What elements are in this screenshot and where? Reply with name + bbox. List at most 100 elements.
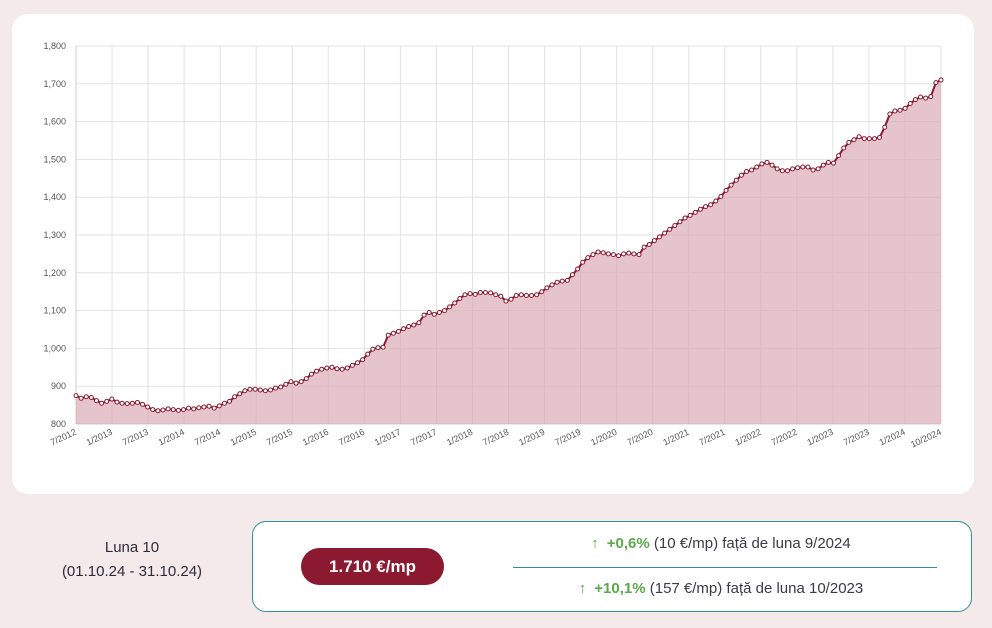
data-point	[431, 311, 437, 317]
data-point	[482, 289, 488, 295]
period-info: Luna 10 (01.10.24 - 31.10.24)	[52, 536, 212, 584]
data-point	[416, 320, 422, 326]
data-point	[564, 277, 570, 283]
data-point	[754, 164, 760, 170]
data-point	[779, 168, 785, 174]
data-point	[401, 326, 407, 332]
data-point	[585, 255, 591, 261]
data-point	[805, 164, 811, 170]
data-point	[846, 139, 852, 145]
y-tick-label: 900	[51, 381, 66, 391]
data-point	[211, 405, 217, 411]
data-point	[575, 266, 581, 272]
arrow-up-icon: ↑	[591, 535, 599, 552]
x-tick-label: 1/2016	[301, 427, 330, 448]
data-point	[447, 304, 453, 310]
data-point	[646, 241, 652, 247]
data-point	[744, 168, 750, 174]
y-tick-label: 1,400	[43, 192, 66, 202]
data-point	[907, 100, 913, 106]
period-label: Luna 10	[104, 539, 160, 556]
data-point	[897, 107, 903, 113]
data-point	[467, 291, 473, 297]
data-point	[155, 408, 161, 414]
data-point	[380, 344, 386, 350]
data-point	[518, 292, 524, 298]
x-tick-label: 1/2014	[157, 427, 186, 448]
x-tick-label: 7/2021	[697, 427, 726, 448]
data-point	[288, 379, 294, 385]
data-point	[134, 399, 140, 405]
data-point	[774, 166, 780, 172]
data-point	[242, 388, 248, 394]
data-point	[877, 134, 883, 140]
data-point	[687, 212, 693, 218]
data-point	[129, 400, 135, 406]
data-point	[825, 159, 831, 165]
data-point	[549, 282, 555, 288]
monthly-change: ↑ +0,6% (10 €/mp) față de luna 9/2024	[511, 535, 931, 552]
data-point	[334, 366, 340, 372]
data-point	[298, 379, 304, 385]
data-point	[856, 134, 862, 140]
data-point	[395, 328, 401, 334]
data-point	[621, 251, 627, 257]
data-point	[636, 252, 642, 258]
data-point	[918, 94, 924, 100]
data-point	[544, 285, 550, 291]
data-point	[692, 209, 698, 215]
price-badge: 1.710 €/mp	[301, 548, 444, 585]
data-point	[912, 97, 918, 103]
data-point	[180, 407, 186, 413]
data-point	[477, 289, 483, 295]
x-tick-label: 1/2019	[517, 427, 546, 448]
data-point	[784, 168, 790, 174]
data-point	[703, 204, 709, 210]
data-point	[902, 105, 908, 111]
data-point	[78, 395, 84, 401]
data-point	[498, 293, 504, 299]
data-point	[508, 296, 514, 302]
data-point	[769, 162, 775, 168]
yearly-change-percent: +10,1%	[594, 580, 646, 597]
data-point	[503, 298, 509, 304]
data-point	[733, 177, 739, 183]
data-point	[73, 393, 79, 399]
data-point	[324, 365, 330, 371]
data-point	[329, 364, 335, 370]
price-chart-card: 800 900 1,000 1,100 1,200 1,300 1,400 1,500 1,60…	[12, 14, 974, 494]
data-point	[866, 136, 872, 142]
data-point	[513, 292, 519, 298]
data-point	[708, 202, 714, 208]
area-fill	[76, 80, 941, 425]
data-point	[718, 193, 724, 199]
x-tick-label: 7/2017	[409, 427, 438, 448]
monthly-change-detail: (10 €/mp) față de luna 9/2024	[653, 535, 851, 552]
data-point	[595, 249, 601, 255]
data-point	[672, 223, 678, 229]
data-point	[370, 346, 376, 352]
data-point	[472, 291, 478, 297]
data-point	[119, 400, 125, 406]
data-point	[641, 244, 647, 250]
data-point	[278, 384, 284, 390]
price-chart: 800 900 1,000 1,100 1,200 1,300 1,400 1,500 1,60…	[43, 41, 944, 450]
data-point	[426, 309, 432, 315]
data-point	[145, 404, 151, 410]
x-tick-label: 1/2018	[445, 427, 474, 448]
data-point	[140, 401, 146, 407]
data-point	[360, 357, 366, 363]
data-point	[150, 407, 156, 413]
data-point	[861, 136, 867, 142]
data-point	[841, 145, 847, 151]
data-point	[273, 385, 279, 391]
data-point	[851, 137, 857, 143]
data-point	[257, 387, 263, 393]
data-point	[247, 386, 253, 392]
data-point	[232, 394, 238, 400]
data-point	[616, 253, 622, 259]
x-tick-label: 1/2020	[589, 427, 618, 448]
x-tick-label: 1/2013	[85, 427, 114, 448]
data-point	[267, 387, 273, 393]
data-point	[227, 398, 233, 404]
